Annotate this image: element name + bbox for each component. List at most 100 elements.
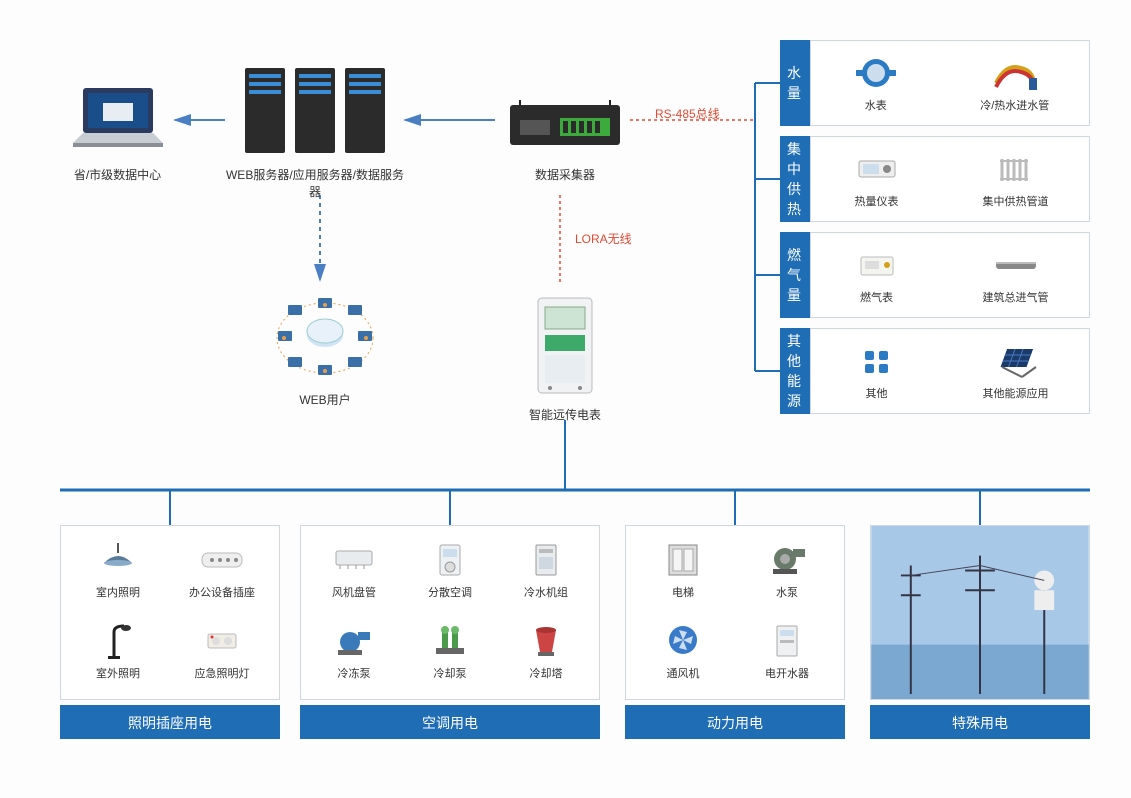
street-lamp: [67, 617, 169, 663]
bottom-item-label: 应急照明灯: [171, 665, 273, 681]
side-item: 其他: [852, 341, 902, 401]
bottom-item-label: 通风机: [632, 665, 734, 681]
ceiling-lamp: [67, 536, 169, 582]
bottom-item: 冷水机组: [499, 536, 593, 613]
heat-meter: [852, 149, 902, 189]
special-photo: [871, 526, 1089, 699]
fan-coil: [307, 536, 401, 582]
split-ac: [403, 536, 497, 582]
bottom-title-3: 特殊用电: [870, 705, 1090, 739]
side-item-label: 热量仪表: [852, 193, 902, 209]
side-item-label: 冷/热水进水管: [980, 97, 1049, 113]
grid-icon: [852, 341, 902, 381]
rs485-label: RS-485总线: [655, 105, 720, 122]
laptop-label: 省/市级数据中心: [60, 166, 175, 183]
bottom-box-3: [870, 525, 1090, 700]
bottom-item: 分散空调: [403, 536, 497, 613]
emergency-light: [171, 617, 273, 663]
elevator: [632, 536, 734, 582]
side-box-2: 燃气表 建筑总进气管: [810, 232, 1090, 318]
bottom-item: 电开水器: [736, 617, 838, 694]
side-item-label: 其他能源应用: [983, 385, 1049, 401]
laptop-icon: [68, 83, 168, 153]
bottom-item-label: 冷却泵: [403, 665, 497, 681]
collector-label: 数据采集器: [500, 166, 630, 183]
bottom-item-label: 办公设备插座: [171, 584, 273, 600]
side-item: 建筑总进气管: [983, 245, 1049, 305]
bottom-item-label: 室内照明: [67, 584, 169, 600]
solar-panel: [991, 341, 1041, 381]
side-box-0: 水表 冷/热水进水管: [810, 40, 1090, 126]
side-box-3: 其他 其他能源应用: [810, 328, 1090, 414]
side-item: 其他能源应用: [983, 341, 1049, 401]
side-item-label: 水表: [851, 97, 901, 113]
webuser-label: WEB用户: [270, 391, 380, 408]
ventilator: [632, 617, 734, 663]
bottom-box-1: 风机盘管分散空调冷水机组冷冻泵冷却泵冷却塔: [300, 525, 600, 700]
radiator: [991, 149, 1041, 189]
bottom-item-label: 冷水机组: [499, 584, 593, 600]
water-meter: [851, 53, 901, 93]
bottom-item-label: 室外照明: [67, 665, 169, 681]
water-pump: [736, 536, 838, 582]
side-item: 冷/热水进水管: [980, 53, 1049, 113]
side-tab-1: 集中供热: [780, 136, 810, 222]
collector-icon: [505, 100, 625, 155]
bottom-item-label: 电梯: [632, 584, 734, 600]
bottom-item: 冷冻泵: [307, 617, 401, 694]
pipe-hose: [990, 53, 1040, 93]
meter-icon: [530, 293, 600, 398]
bottom-item: 室内照明: [67, 536, 169, 613]
bottom-item: 办公设备插座: [171, 536, 273, 613]
side-item: 热量仪表: [852, 149, 902, 209]
side-tab-3: 其他能源: [780, 328, 810, 414]
bottom-item-label: 水泵: [736, 584, 838, 600]
bottom-item: 通风机: [632, 617, 734, 694]
bottom-item-label: 冷却塔: [499, 665, 593, 681]
node-webuser: WEB用户: [270, 290, 380, 408]
gas-pipe: [991, 245, 1041, 285]
cool-pump: [403, 617, 497, 663]
side-item: 燃气表: [852, 245, 902, 305]
bottom-item-label: 分散空调: [403, 584, 497, 600]
side-item-label: 建筑总进气管: [983, 289, 1049, 305]
meter-label: 智能远传电表: [525, 406, 605, 423]
side-tab-2: 燃气量: [780, 232, 810, 318]
node-collector: 数据采集器: [500, 95, 630, 183]
side-tab-0: 水量: [780, 40, 810, 126]
bottom-item: 冷却泵: [403, 617, 497, 694]
power-strip: [171, 536, 273, 582]
bottom-item-label: 电开水器: [736, 665, 838, 681]
side-item: 水表: [851, 53, 901, 113]
webuser-icon: [270, 293, 380, 383]
side-box-1: 热量仪表 集中供热管道: [810, 136, 1090, 222]
bottom-item: 风机盘管: [307, 536, 401, 613]
cool-tower: [499, 617, 593, 663]
node-meter: 智能远传电表: [525, 290, 605, 423]
side-item: 集中供热管道: [983, 149, 1049, 209]
node-servers: WEB服务器/应用服务器/数据服务器: [225, 55, 405, 200]
bottom-item: 室外照明: [67, 617, 169, 694]
bottom-title-0: 照明插座用电: [60, 705, 280, 739]
side-item-label: 其他: [852, 385, 902, 401]
bottom-item: 水泵: [736, 536, 838, 613]
bottom-title-1: 空调用电: [300, 705, 600, 739]
bottom-box-2: 电梯水泵通风机电开水器: [625, 525, 845, 700]
lora-label: LORA无线: [575, 230, 632, 247]
water-boiler: [736, 617, 838, 663]
gas-meter: [852, 245, 902, 285]
side-item-label: 集中供热管道: [983, 193, 1049, 209]
servers-icon: [235, 58, 395, 158]
bottom-item: 应急照明灯: [171, 617, 273, 694]
bottom-item: 电梯: [632, 536, 734, 613]
bottom-title-2: 动力用电: [625, 705, 845, 739]
freeze-pump: [307, 617, 401, 663]
servers-label: WEB服务器/应用服务器/数据服务器: [225, 166, 405, 200]
side-item-label: 燃气表: [852, 289, 902, 305]
bottom-box-0: 室内照明办公设备插座室外照明应急照明灯: [60, 525, 280, 700]
chiller: [499, 536, 593, 582]
node-laptop: 省/市级数据中心: [60, 75, 175, 183]
bottom-item-label: 冷冻泵: [307, 665, 401, 681]
bottom-item-label: 风机盘管: [307, 584, 401, 600]
bottom-item: 冷却塔: [499, 617, 593, 694]
